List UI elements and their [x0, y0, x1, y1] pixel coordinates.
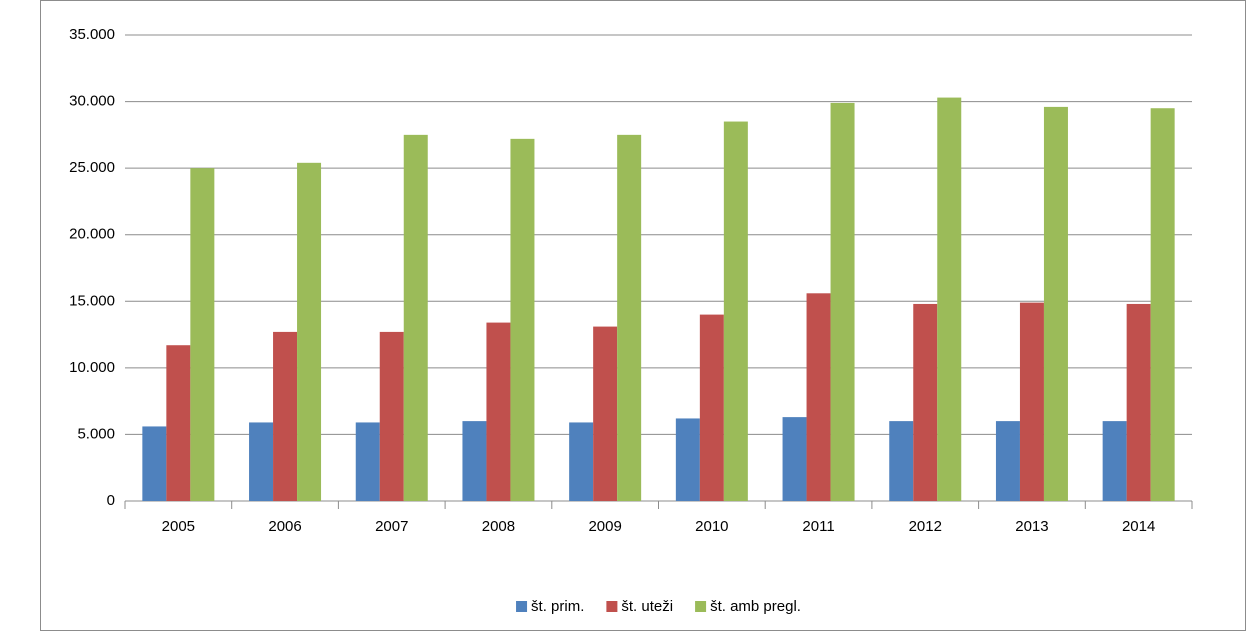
y-tick-label: 5.000: [77, 425, 115, 442]
bar: [806, 293, 831, 501]
bar: [593, 326, 618, 501]
bar: [297, 162, 322, 501]
bar: [723, 121, 748, 502]
bar: [1150, 108, 1175, 501]
x-tick-label: 2006: [268, 518, 301, 535]
bar: [889, 421, 914, 501]
bar: [355, 422, 380, 501]
bar: [1019, 302, 1044, 501]
x-tick-label: 2007: [375, 518, 408, 535]
bar: [782, 417, 807, 501]
bar: [403, 134, 428, 501]
x-tick-label: 2011: [802, 518, 834, 535]
bar: [699, 314, 724, 501]
y-tick-label: 15.000: [69, 292, 115, 309]
legend-swatch: [516, 601, 528, 612]
x-tick-label: 2009: [588, 518, 621, 535]
bar: [913, 303, 938, 501]
bar: [830, 102, 855, 501]
y-tick-label: 0: [107, 492, 115, 509]
legend-swatch: [606, 601, 618, 612]
y-tick-label: 30.000: [69, 93, 115, 110]
bar: [937, 97, 962, 501]
bar: [1126, 303, 1151, 501]
y-tick-label: 10.000: [69, 359, 115, 376]
x-tick-label: 2014: [1122, 518, 1155, 535]
bar: [510, 138, 535, 501]
x-tick-label: 2013: [1015, 518, 1048, 535]
bar: [166, 345, 191, 501]
bar: [486, 322, 511, 501]
y-tick-label: 35.000: [69, 26, 115, 43]
bar: [249, 422, 274, 501]
bar: [379, 331, 404, 501]
x-tick-label: 2005: [162, 518, 195, 535]
legend-label: št. amb pregl.: [710, 598, 801, 615]
x-tick-label: 2010: [695, 518, 728, 535]
bar: [1102, 421, 1127, 501]
bar: [273, 331, 298, 501]
bar: [142, 426, 167, 501]
bar: [462, 421, 487, 501]
bar: [1043, 106, 1068, 501]
legend-swatch: [695, 601, 707, 612]
bar: [995, 421, 1020, 501]
bar: [190, 168, 215, 501]
y-tick-label: 20.000: [69, 226, 115, 243]
bar: [617, 134, 642, 501]
x-tick-label: 2012: [909, 518, 942, 535]
y-tick-label: 25.000: [69, 159, 115, 176]
bar: [569, 422, 594, 501]
bar: [675, 418, 700, 501]
legend-label: št. prim.: [531, 598, 584, 615]
x-tick-label: 2008: [482, 518, 515, 535]
legend-label: št. uteži: [621, 598, 673, 615]
